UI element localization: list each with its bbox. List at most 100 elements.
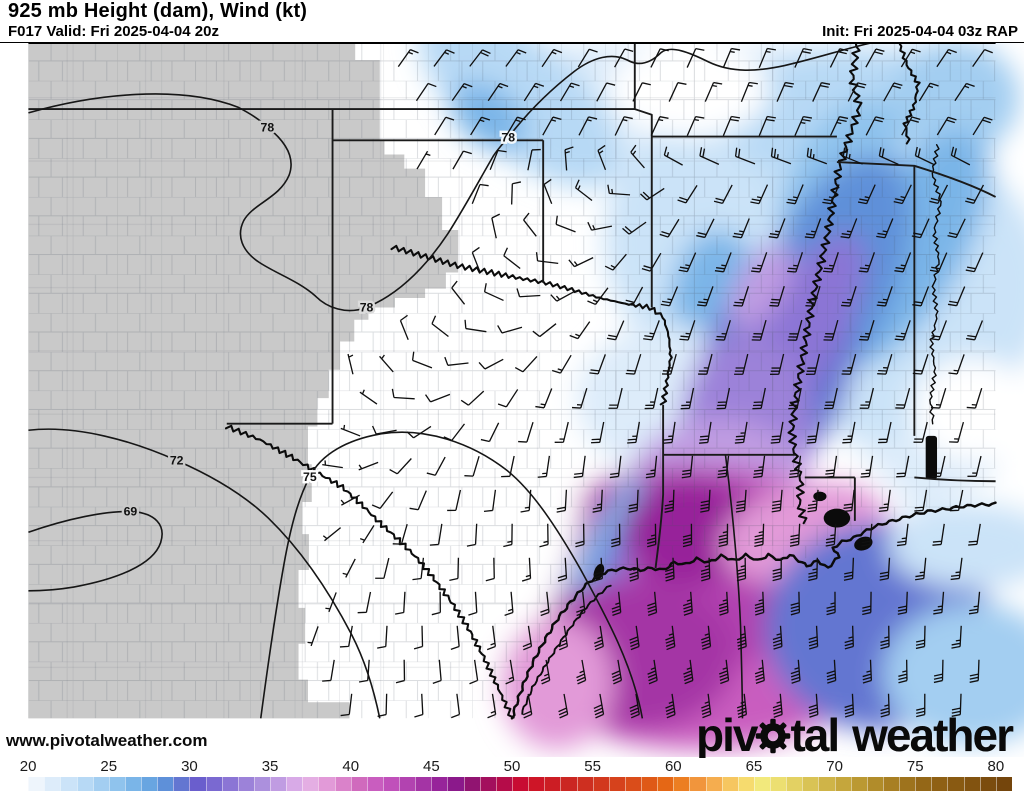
wind-barb (614, 116, 633, 136)
wind-barb (322, 527, 342, 542)
wind-barb (468, 591, 478, 616)
wind-barb (857, 184, 876, 205)
wind-barb (629, 557, 639, 582)
colorbar-cell (415, 777, 432, 791)
gear-icon (755, 711, 791, 758)
colorbar-cell (479, 777, 496, 791)
wind-barb (395, 659, 406, 684)
colorbar-cell (76, 777, 93, 791)
wind-barb (954, 82, 975, 102)
wind-barb (697, 286, 714, 307)
wind-barb (559, 82, 580, 102)
colorbar-cell (689, 777, 706, 791)
contour-label: 78 (360, 301, 374, 315)
wind-barb (416, 150, 431, 170)
wind-barb (968, 523, 981, 546)
colorbar-tick-label: 50 (503, 758, 521, 775)
wind-barb (686, 115, 705, 136)
wind-barb (451, 693, 461, 719)
contour-label: 75 (303, 470, 317, 484)
wind-barb (699, 421, 712, 444)
wind-barb (556, 489, 568, 513)
colorbar-cell (431, 777, 448, 791)
wind-barb (449, 557, 460, 582)
wind-barb (576, 659, 587, 685)
wind-speed-colorbar: 20 25 30 35 40 45 50 55 60 65 70 75 80 (0, 757, 1024, 791)
wind-barb (736, 557, 747, 582)
contour-label: 78 (501, 131, 515, 145)
wind-barb (426, 456, 446, 476)
logo-text-piv: piv (695, 709, 758, 758)
wind-barb (936, 116, 957, 136)
wind-barb (715, 319, 731, 341)
colorbar-tick-label: 55 (584, 758, 601, 775)
wind-barb (772, 625, 783, 650)
wind-barb (523, 212, 537, 237)
wind-barb (682, 591, 693, 616)
wind-barb (564, 146, 574, 171)
colorbar-cell (350, 777, 367, 791)
wind-barb (918, 82, 939, 102)
wind-barb (718, 523, 729, 548)
wind-barb (878, 489, 891, 513)
wind-barb (539, 523, 549, 548)
state-borders (28, 43, 997, 569)
wind-barb (879, 557, 891, 581)
colorbar-cell (786, 777, 803, 791)
wind-barb (841, 286, 857, 307)
wind-barb (535, 252, 559, 265)
wind-barb (895, 387, 911, 409)
wind-barb (511, 181, 522, 205)
wind-barb (736, 625, 747, 650)
colorbar-tick-label: 75 (906, 758, 924, 775)
river-line (929, 144, 942, 425)
river-line (787, 43, 863, 525)
colorbar-cell (818, 777, 835, 791)
wind-barb (665, 625, 676, 651)
colorbar-cell (28, 777, 45, 791)
wind-barb (842, 421, 856, 444)
wind-barb (859, 387, 875, 409)
wind-barb (589, 354, 606, 375)
wind-barb (754, 659, 765, 685)
colorbar-cell (528, 777, 545, 791)
wind-barb (753, 455, 766, 479)
wind-barb (718, 659, 730, 685)
wind-barb (478, 358, 504, 370)
wind-barb (843, 557, 855, 581)
colorbar-cell (189, 777, 206, 791)
wind-barb (826, 591, 836, 616)
wind-barb (444, 356, 469, 366)
wind-barb (503, 523, 513, 548)
wind-barb (505, 659, 515, 685)
wind-barb (521, 557, 532, 582)
colorbar-cell (624, 777, 642, 791)
wind-barb (632, 82, 651, 102)
wind-barb (949, 421, 965, 443)
wind-barb (432, 659, 442, 684)
wind-barb (460, 390, 485, 406)
wind-barb (880, 693, 890, 718)
wind-barb (914, 489, 928, 512)
wind-barb (340, 494, 360, 506)
wind-barb (772, 693, 783, 718)
watermark-url: www.pivotalweather.com (6, 731, 208, 750)
wind-barb (968, 591, 981, 615)
colorbar-tick-label: 80 (987, 758, 1005, 775)
map-svg: 78 78 78 75 72 69 (28, 43, 1024, 750)
wind-barb (629, 693, 640, 719)
river-line (390, 244, 673, 406)
wind-barb (916, 693, 926, 718)
colorbar-cell (237, 777, 254, 791)
wind-barb (951, 693, 962, 717)
wind-barb (936, 48, 957, 68)
wind-barb (915, 625, 926, 650)
wind-barb (624, 286, 644, 306)
wind-barb (752, 387, 766, 410)
wind-barb (543, 178, 553, 205)
wind-barb (805, 353, 821, 375)
colorbar-cell (399, 777, 416, 791)
wind-barb (825, 523, 837, 547)
wind-barb (754, 591, 765, 616)
pivotal-weather-logo: piv tal weather (695, 705, 1014, 758)
